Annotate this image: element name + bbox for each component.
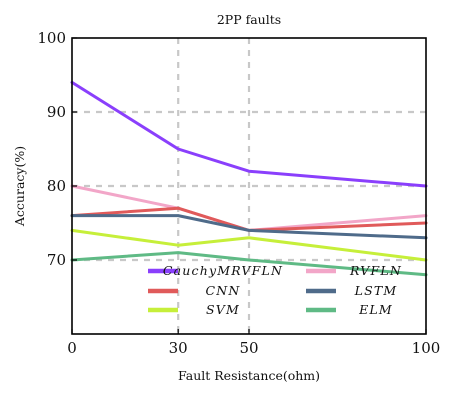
y-axis: 70 80 90 100 [37, 29, 77, 269]
series-lines [70, 80, 428, 277]
legend-label-cnn: CNN [205, 283, 240, 298]
x-tick-label-0: 0 [67, 339, 77, 357]
y-tick-label-80: 80 [47, 177, 66, 195]
legend-label-lstm: LSTM [354, 283, 398, 298]
series-line-elm [70, 251, 428, 277]
y-tick-label-90: 90 [47, 103, 66, 121]
x-tick-label-100: 100 [412, 339, 441, 357]
legend-label-elm: ELM [358, 302, 393, 317]
x-tick-label-50: 50 [239, 339, 258, 357]
grid-lines [72, 38, 426, 334]
series-line-lstm [70, 214, 428, 240]
series-line-svm [70, 228, 428, 262]
legend: CauchyMRVFLN RVFLN CNN LSTM SVM ELM [148, 263, 402, 317]
legend-label-cauchymrvfln: CauchyMRVFLN [163, 263, 283, 278]
series-line-cauchymrvfln [70, 80, 428, 188]
x-axis-label: Fault Resistance(ohm) [178, 368, 320, 383]
y-tick-label-100: 100 [37, 29, 66, 47]
y-tick-label-70: 70 [47, 251, 66, 269]
x-axis: 0 30 50 100 [67, 329, 440, 357]
chart-title: 2PP faults [217, 12, 281, 27]
legend-label-rvfln: RVFLN [349, 263, 402, 278]
legend-label-svm: SVM [206, 302, 240, 317]
x-tick-label-30: 30 [169, 339, 188, 357]
y-axis-label: Accuracy(%) [12, 146, 27, 227]
series-line-cnn [70, 206, 428, 232]
